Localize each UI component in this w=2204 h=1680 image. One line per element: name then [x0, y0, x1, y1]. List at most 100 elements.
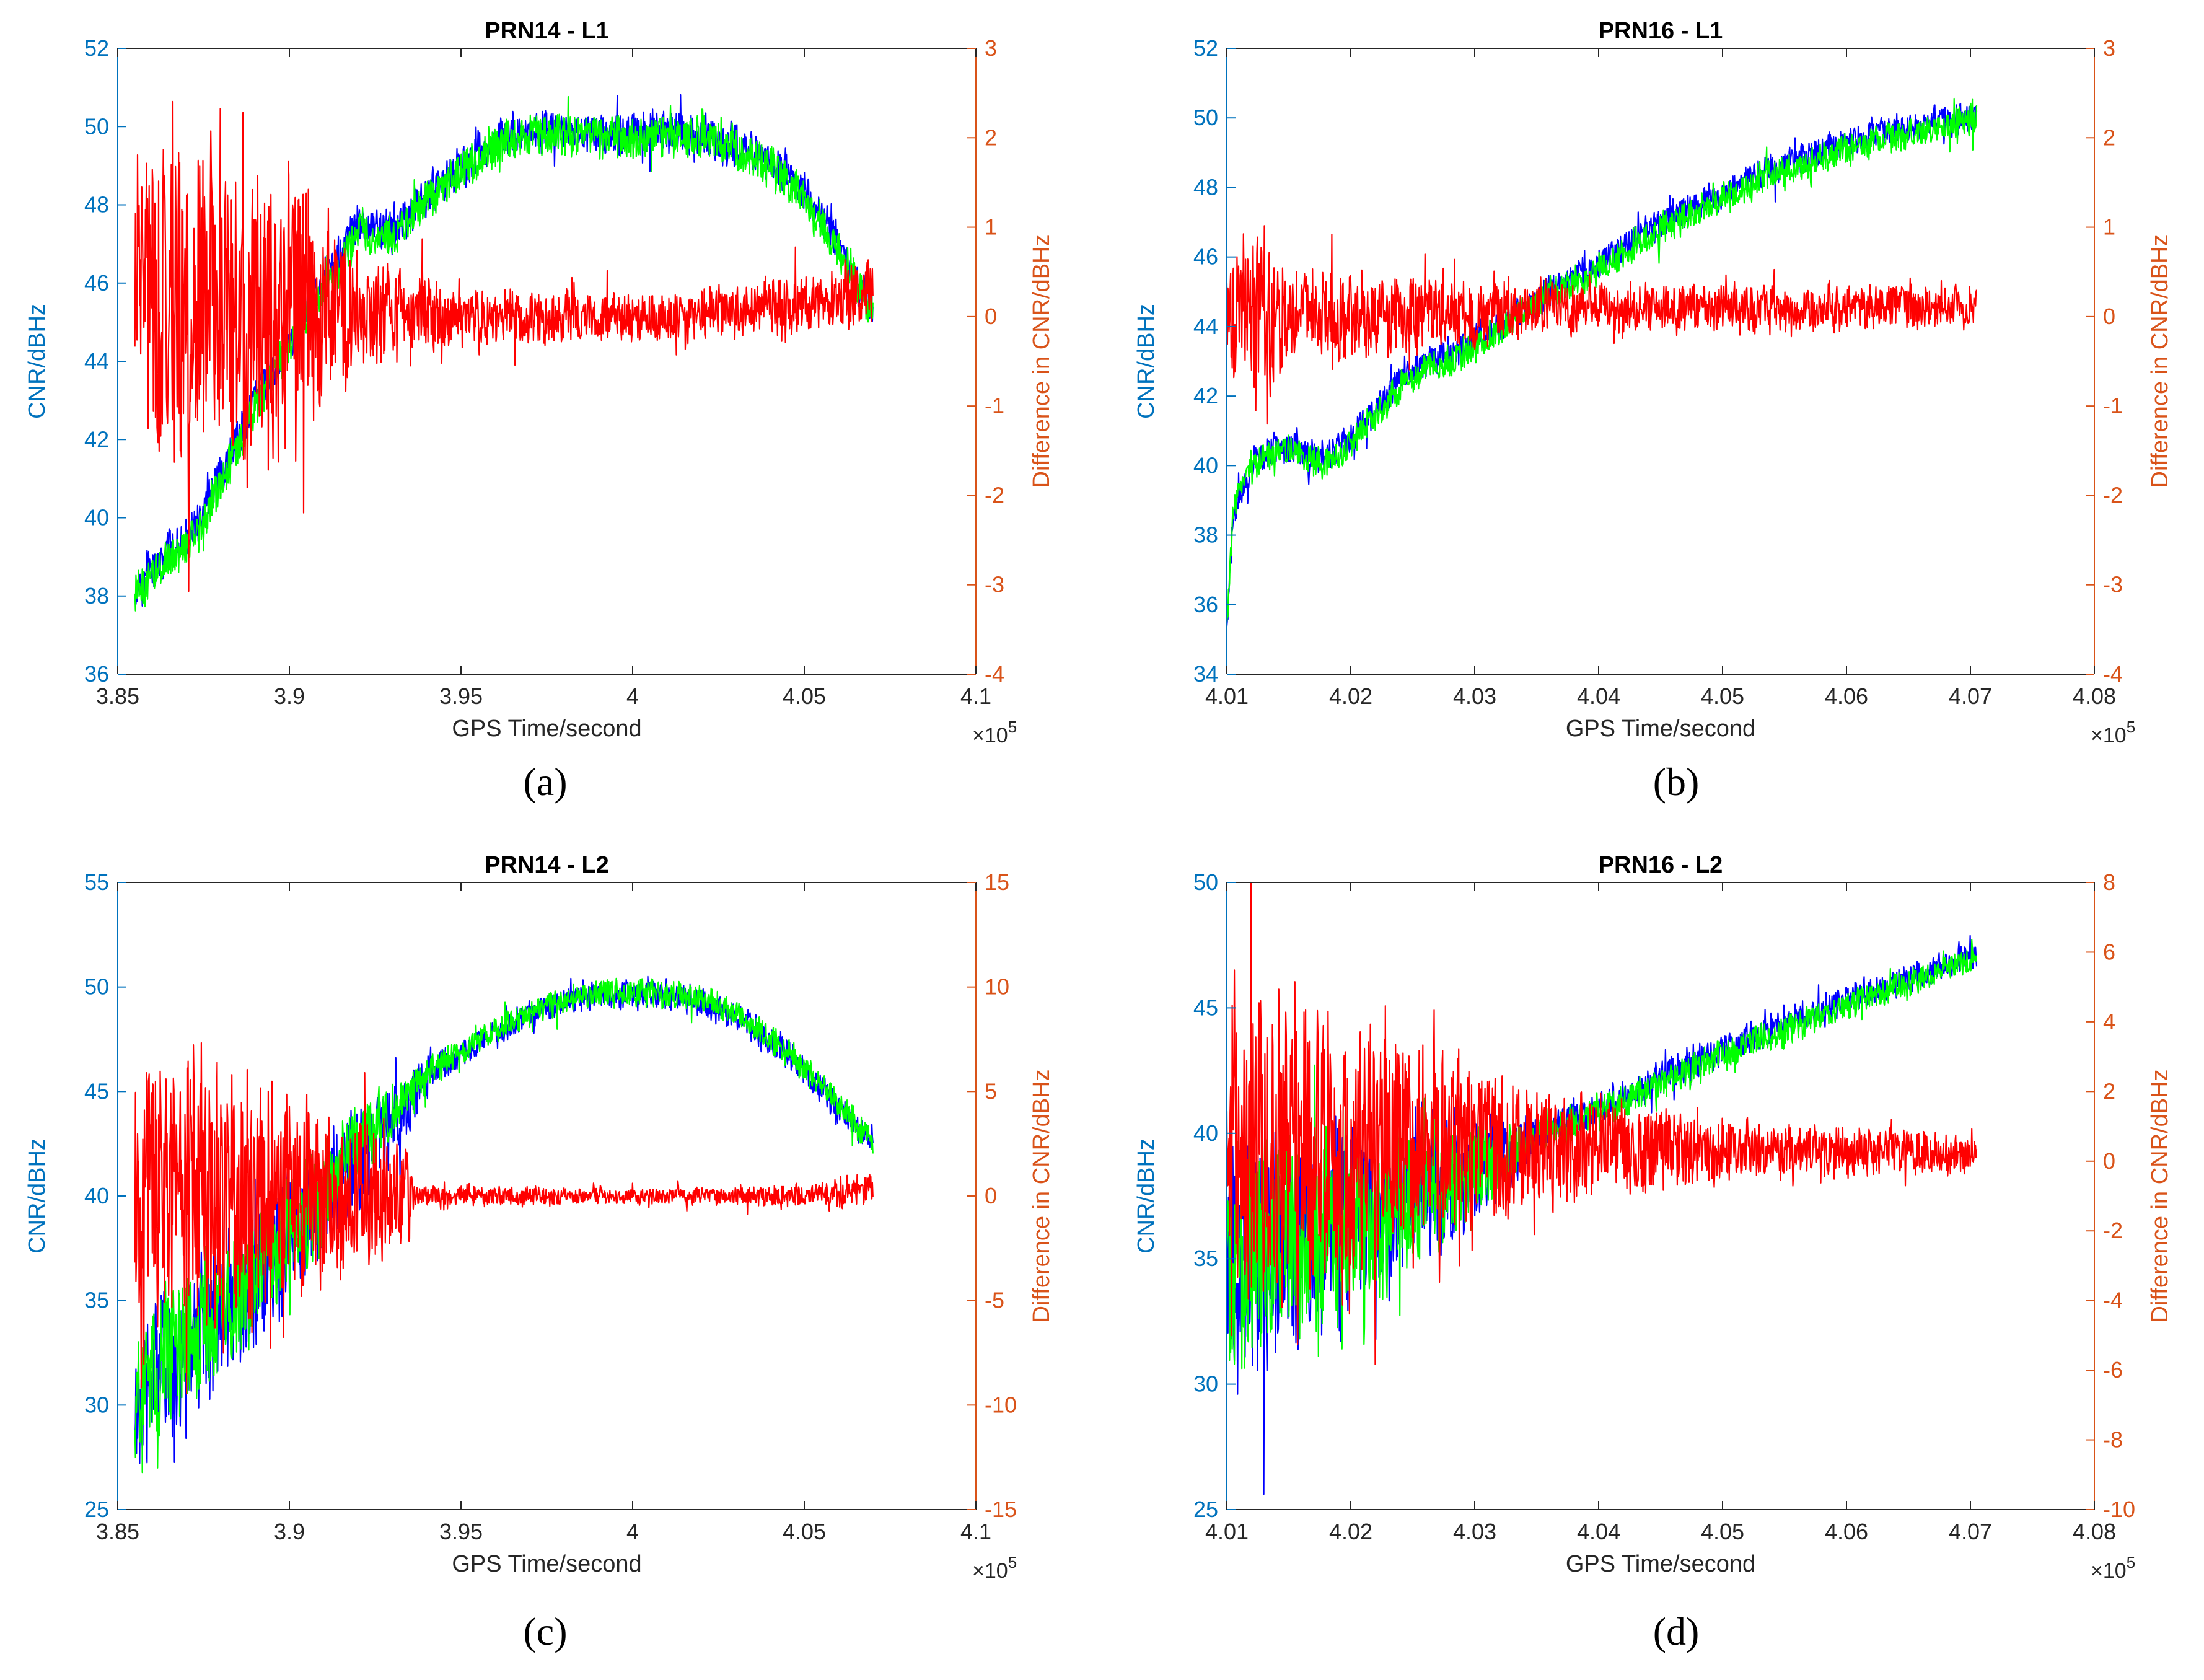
y-tick-label-left: 48 — [84, 192, 109, 218]
x-axis-label: GPS Time/second — [452, 716, 641, 742]
y-tick-label-left: 25 — [84, 1497, 109, 1522]
y-tick-label-right: 2 — [2103, 1078, 2115, 1104]
x-tick-label: 4.04 — [1577, 684, 1620, 709]
x-tick-label: 4 — [626, 684, 639, 709]
x-axis-label: GPS Time/second — [1566, 1551, 1755, 1577]
y-tick-label-right: 1 — [985, 214, 997, 240]
x-axis-label: GPS Time/second — [452, 1551, 641, 1577]
y-tick-label-right: 8 — [2103, 869, 2115, 895]
x-tick-label: 3.85 — [96, 1519, 139, 1544]
x-tick-label: 4.03 — [1453, 1519, 1496, 1544]
x-tick-label: 4.08 — [2073, 1519, 2116, 1544]
x-exponent-label: ×105 — [2091, 1553, 2135, 1583]
x-tick-label: 4.05 — [1701, 684, 1744, 709]
caption-c: (c) — [523, 1609, 568, 1653]
y-tick-label-left: 52 — [1193, 35, 1218, 61]
chart-d: 4.01 4.02 4.03 4.04 4.05 4.06 4.07 4.0825303540… — [1133, 852, 2173, 1583]
y-axis-label-left: CNR/dBHz — [24, 1138, 50, 1254]
y-axis-label-right: Difference in CNR/dBHz — [1029, 1069, 1055, 1322]
y-axis-label-right: Difference in CNR/dBHz — [1029, 234, 1055, 488]
caption-a: (a) — [523, 760, 568, 804]
y-tick-label-right: 0 — [2103, 1148, 2115, 1174]
y-tick-label-right: -6 — [2103, 1357, 2123, 1383]
y-tick-label-right: -3 — [985, 572, 1004, 597]
chart-c: 3.85 3.9 3.95 4 4.05 4.125303540455055-15-10-… — [24, 852, 1055, 1583]
plot-area — [1227, 48, 2094, 674]
x-axis-label: GPS Time/second — [1566, 716, 1755, 742]
y-tick-label-left: 40 — [1193, 1120, 1218, 1146]
x-tick-label: 4.07 — [1949, 1519, 1992, 1544]
x-tick-label: 3.95 — [439, 1519, 483, 1544]
y-tick-label-right: -2 — [2103, 482, 2123, 508]
y-tick-label-left: 52 — [84, 35, 109, 61]
y-axis-label-left: CNR/dBHz — [1133, 304, 1159, 419]
y-tick-label-left: 46 — [1193, 244, 1218, 270]
y-tick-label-left: 50 — [84, 974, 109, 1000]
chart-title: PRN16 - L1 — [1599, 18, 1723, 44]
y-tick-label-left: 48 — [1193, 174, 1218, 200]
y-axis-label-left: CNR/dBHz — [1133, 1138, 1159, 1254]
y-tick-label-right: -4 — [985, 661, 1004, 687]
y-tick-label-left: 34 — [1193, 661, 1218, 687]
caption-d: (d) — [1653, 1609, 1700, 1653]
chart-panel-a: 3.85 3.9 3.95 4 4.05 4.1 36 38 40 42 44 46 48 50 52 -4 -… — [0, 0, 1103, 840]
chart-a: 3.85 3.9 3.95 4 4.05 4.1 36 38 40 42 44 46 48 50 52 -4 -… — [24, 18, 1055, 747]
y-tick-label-right: 3 — [985, 35, 997, 61]
y-tick-label-right: -5 — [985, 1288, 1004, 1313]
y-tick-label-right: 1 — [2103, 214, 2115, 240]
y-tick-label-right: 0 — [985, 304, 997, 329]
x-tick-label: 4.02 — [1329, 684, 1372, 709]
y-tick-label-right: 4 — [2103, 1009, 2115, 1034]
y-tick-label-right: -8 — [2103, 1427, 2123, 1453]
x-tick-label: 4.05 — [783, 684, 826, 709]
x-exponent-label: ×105 — [972, 718, 1017, 747]
x-tick-label: 4.1 — [960, 1519, 991, 1544]
x-tick-label: 4.1 — [960, 684, 991, 709]
y-axis-label-right: Difference in CNR/dBHz — [2147, 1069, 2173, 1322]
y-tick-label-right: -4 — [2103, 1288, 2123, 1313]
y-tick-label-right: -2 — [2103, 1218, 2123, 1243]
y-tick-label-right: 5 — [985, 1078, 997, 1104]
x-tick-label: 4.07 — [1949, 684, 1992, 709]
chart-panel-d: 4.01 4.02 4.03 4.04 4.05 4.06 4.07 4.08 25 30 35 40… — [1103, 840, 2204, 1680]
y-tick-label-left: 36 — [84, 661, 109, 687]
x-tick-label: 3.95 — [439, 684, 483, 709]
y-tick-label-right: 6 — [2103, 939, 2115, 964]
y-tick-label-left: 35 — [1193, 1246, 1218, 1271]
y-tick-label-left: 55 — [84, 869, 109, 895]
x-tick-label: 4 — [626, 1519, 639, 1544]
y-tick-label-right: 0 — [2103, 304, 2115, 329]
series-cnr-2-line — [134, 95, 874, 612]
y-tick-label-left: 44 — [1193, 314, 1218, 339]
y-tick-label-right: -10 — [985, 1392, 1017, 1417]
y-tick-label-right: 0 — [985, 1183, 997, 1208]
x-tick-label: 3.9 — [274, 1519, 305, 1544]
y-tick-label-right: 3 — [2103, 35, 2115, 61]
y-tick-label-right: -10 — [2103, 1497, 2135, 1522]
caption-b: (b) — [1653, 760, 1700, 804]
x-exponent-label: ×105 — [972, 1553, 1017, 1583]
series-difference-line — [134, 100, 874, 592]
x-tick-label: 4.04 — [1577, 1519, 1620, 1544]
x-tick-label: 4.05 — [783, 1519, 826, 1544]
series-difference-line — [134, 1042, 874, 1395]
y-tick-label-right: -1 — [2103, 393, 2123, 418]
series-difference-line — [1226, 225, 1978, 425]
x-tick-label: 3.85 — [96, 684, 139, 709]
x-tick-label: 4.01 — [1205, 1519, 1249, 1544]
y-tick-label-left: 42 — [84, 426, 109, 452]
chart-panel-b: 4.01 4.02 4.03 4.04 4.05 4.06 4.07 4.08 34 36 38 40… — [1103, 0, 2204, 840]
y-tick-label-left: 50 — [1193, 105, 1218, 130]
x-tick-label: 4.02 — [1329, 1519, 1372, 1544]
y-tick-label-left: 30 — [84, 1392, 109, 1417]
y-tick-label-left: 45 — [1193, 995, 1218, 1020]
y-tick-label-left: 40 — [84, 505, 109, 530]
chart-title: PRN14 - L1 — [485, 18, 609, 44]
y-tick-label-left: 46 — [84, 270, 109, 296]
series-difference-line — [1226, 881, 1978, 1365]
y-axis-label-right: Difference in CNR/dBHz — [2147, 234, 2173, 488]
y-tick-label-left: 40 — [1193, 452, 1218, 478]
y-tick-label-left: 45 — [84, 1078, 109, 1104]
y-tick-label-left: 42 — [1193, 383, 1218, 408]
y-tick-label-right: 15 — [985, 869, 1009, 895]
